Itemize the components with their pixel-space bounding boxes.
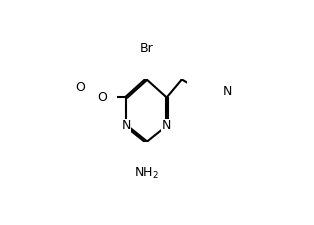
Text: NH$_2$: NH$_2$ <box>134 166 159 181</box>
Text: Br: Br <box>139 42 153 55</box>
Text: O: O <box>75 81 85 94</box>
Text: O: O <box>98 91 108 104</box>
Text: N: N <box>162 119 171 132</box>
Text: N: N <box>122 119 131 132</box>
Text: N: N <box>223 85 232 98</box>
